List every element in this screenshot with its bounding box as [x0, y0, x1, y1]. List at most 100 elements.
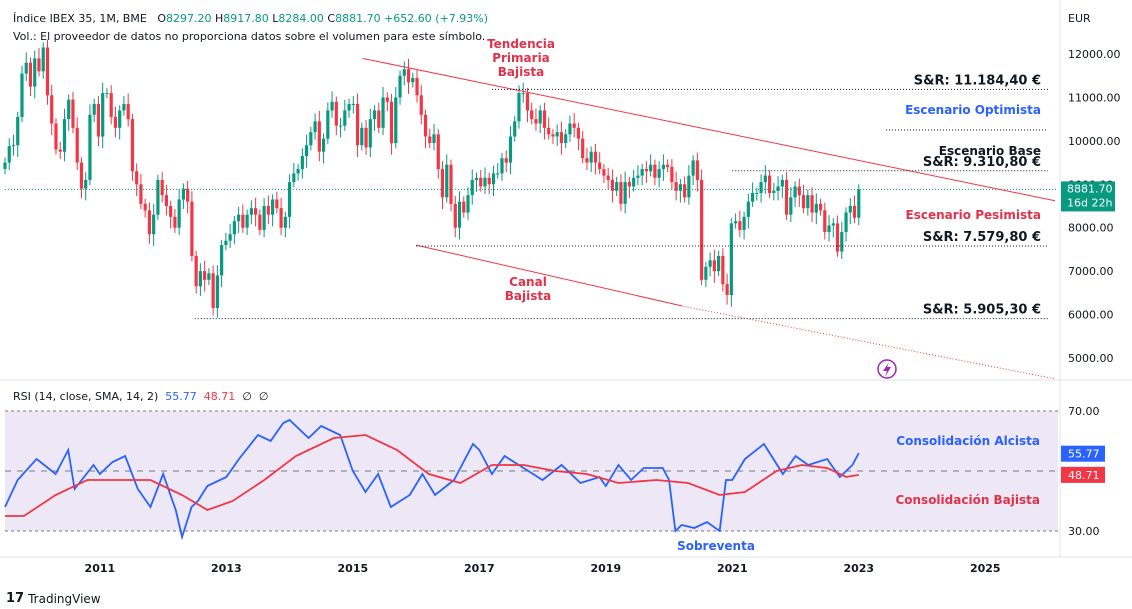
candle-body: [619, 182, 623, 204]
candle-body: [135, 171, 139, 185]
candle-body: [245, 214, 249, 228]
candle-body: [615, 182, 619, 191]
candle-body: [644, 169, 648, 172]
candle-body: [160, 179, 164, 196]
candle-body: [555, 132, 559, 137]
candle-body: [695, 160, 699, 180]
candle-body: [164, 195, 169, 206]
candle-body: [7, 146, 11, 163]
candle-body: [436, 134, 440, 170]
pessimist-scenario-label: Escenario Pesimista: [906, 208, 1041, 222]
candle-body: [105, 93, 109, 95]
price-tick: 8000.00: [1068, 222, 1114, 235]
candle-body: [793, 186, 797, 198]
candle-body: [810, 195, 814, 213]
candle-body: [300, 156, 304, 170]
candle-body: [249, 208, 253, 215]
candle-body: [712, 260, 716, 272]
candle-body: [814, 203, 818, 213]
candle-body: [198, 271, 202, 287]
candle-body: [568, 123, 572, 135]
rsi-value-badge: [1061, 445, 1105, 462]
candle-body: [241, 214, 245, 228]
candle-body: [313, 121, 317, 133]
candle-body: [767, 175, 772, 193]
rsi-label: RSI (14, close, SMA, 14, 2): [13, 390, 159, 403]
tradingview-brand[interactable]: 17 TradingView: [6, 591, 101, 606]
candle-body: [852, 206, 857, 218]
candle-body: [326, 110, 330, 139]
countdown-value: 16d 22h: [1067, 196, 1112, 209]
low-label: L: [272, 12, 279, 25]
candle-body: [772, 190, 776, 193]
candle-body: [491, 173, 496, 185]
low-value: 8284.00: [278, 12, 324, 25]
channel-label: Canal: [509, 275, 547, 289]
candle-body: [355, 103, 360, 146]
candle-body: [317, 121, 321, 152]
candle-body: [215, 275, 219, 309]
candle-body: [649, 164, 653, 172]
candle-body: [708, 260, 712, 267]
consolidation-bearish-label: Consolidación Bajista: [895, 493, 1040, 507]
candle-body: [79, 162, 84, 189]
candle-body: [3, 162, 7, 170]
candle-body: [11, 145, 16, 147]
candle-body: [857, 189, 861, 218]
candle-body: [368, 119, 372, 148]
base-scenario-label: Escenario Base: [939, 144, 1041, 158]
rsi-value: 55.77: [165, 390, 197, 403]
candle-body: [636, 175, 640, 178]
candle-body: [827, 225, 831, 233]
candle-body: [589, 151, 593, 163]
candle-body: [534, 119, 538, 124]
optimist-scenario-label: Escenario Optimista: [905, 103, 1041, 117]
candle-body: [602, 169, 606, 176]
candle-body: [678, 184, 682, 191]
candle-body: [487, 177, 491, 185]
candle-body: [62, 119, 67, 152]
candle-body: [784, 179, 789, 215]
time-tick: 2011: [85, 562, 116, 575]
candle-body: [734, 221, 738, 224]
candle-body: [152, 214, 156, 235]
candle-body: [525, 93, 530, 111]
candle-body: [797, 186, 801, 196]
candle-body: [254, 208, 258, 215]
change-value: +652.60 (+7.93%): [384, 12, 489, 25]
candle-body: [806, 195, 810, 209]
open-value: 8297.20: [165, 12, 212, 25]
candle-body: [130, 119, 135, 172]
candle-body: [398, 75, 402, 98]
candle-body: [564, 134, 568, 144]
candle-body: [139, 184, 143, 204]
candle-body: [415, 77, 419, 96]
candle-body: [479, 177, 483, 187]
candle-body: [674, 182, 678, 191]
candle-body: [831, 223, 835, 226]
flash-event-icon: [883, 362, 891, 377]
candle-body: [742, 216, 746, 230]
candle-body: [109, 93, 113, 117]
trend-label: Bajista: [498, 65, 544, 79]
candle-body: [670, 166, 674, 183]
currency-label: EUR: [1068, 12, 1091, 25]
candle-body: [440, 169, 445, 198]
candle-body: [37, 58, 41, 72]
tradingview-name: TradingView: [28, 591, 101, 606]
symbol-title: Índice IBEX 35, 1M, BME: [13, 12, 147, 25]
candle-body: [309, 132, 313, 146]
candle-body: [627, 182, 632, 187]
candle-body: [746, 201, 750, 217]
candle-body: [177, 199, 181, 228]
candle-body: [551, 134, 555, 137]
candle-body: [330, 101, 334, 111]
candle-body: [28, 62, 33, 87]
consolidation-bullish-label: Consolidación Alcista: [896, 434, 1040, 448]
candle-body: [530, 110, 534, 120]
sr-level-label: S&R: 7.579,80 €: [923, 230, 1041, 245]
rsi-tick: 30.00: [1068, 525, 1100, 538]
candle-body: [593, 151, 598, 163]
price-tick: 10000.00: [1068, 135, 1121, 148]
